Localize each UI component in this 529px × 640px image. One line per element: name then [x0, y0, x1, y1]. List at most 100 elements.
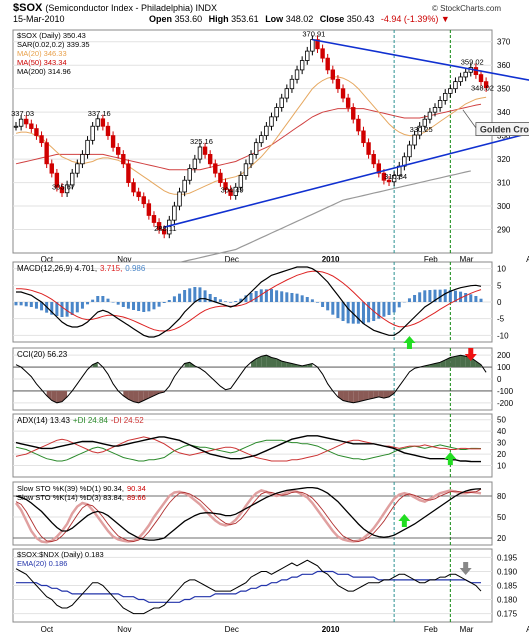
candle-body: [39, 135, 44, 144]
candle-body: [110, 135, 116, 148]
macd-histogram-bar: [121, 302, 125, 307]
macd-histogram-bar: [249, 293, 253, 302]
macd-signal-line: [16, 270, 482, 332]
symbol: $SOX: [13, 2, 43, 14]
macd-histogram-bar: [157, 302, 161, 307]
candle-body: [233, 186, 238, 196]
candle-body: [105, 125, 111, 137]
cci-overbought-fill: [251, 358, 257, 368]
candle-body: [453, 81, 458, 90]
close-label: Close: [319, 14, 345, 24]
candle-body: [177, 191, 182, 207]
macd-histogram-bar: [147, 302, 151, 312]
macd-histogram-bar: [264, 289, 268, 302]
candle-body: [100, 118, 106, 127]
x-axis-label: Apr: [526, 255, 529, 264]
callout-box: [475, 122, 529, 136]
macd-histogram-bar: [132, 302, 136, 310]
high-label: High: [208, 14, 229, 24]
macd-histogram-bar: [341, 302, 345, 321]
candle-body: [172, 205, 177, 221]
ratio-line: [15, 559, 482, 615]
candle-body: [320, 48, 325, 59]
price-panel: 290 300 310 320 330 340 350 360 370 337.03 337.16 3…: [11, 29, 529, 301]
macd-histogram-bar: [423, 290, 427, 302]
adx-legend-part: ADX(14) 13.43: [17, 416, 70, 425]
sto39-k-line: [15, 486, 482, 541]
macd-histogram-bar: [275, 290, 279, 302]
legend-entry: MA(20) 346.33: [17, 49, 67, 58]
candle-body: [264, 125, 269, 137]
sto-legend-part: 89.66: [127, 493, 146, 502]
macd-histogram-bar: [315, 302, 319, 303]
cci-panel: -200 -100 0 100 200 CCI(20) 56.23: [12, 347, 514, 411]
macd-histogram-bar: [418, 292, 422, 302]
macd-histogram-bar: [259, 289, 263, 302]
macd-histogram-bar: [321, 302, 325, 307]
macd-histogram-bar: [244, 295, 248, 302]
candle-body: [207, 154, 213, 165]
candle-body: [151, 215, 157, 223]
cci-oversold-fill: [143, 390, 149, 401]
macd-histogram-bar: [137, 302, 141, 311]
legend-entry: MA(50) 343.34: [17, 58, 67, 67]
x-axis-label: 2010: [322, 255, 340, 264]
candle-body: [85, 139, 90, 155]
candle-body: [417, 125, 422, 136]
macd-histogram-bar: [111, 302, 115, 303]
ratio-tick-label: 0.175: [497, 610, 518, 619]
macd-histogram-bar: [116, 302, 120, 305]
macd-legend-part: 0.986: [125, 264, 146, 273]
price-annotation: 310.34: [384, 172, 407, 181]
change-arrow-icon: ▼: [440, 14, 450, 24]
quote-date: 15-Mar-2010: [13, 14, 65, 24]
macd-histogram-bar: [438, 289, 442, 302]
minus-di-line: [15, 436, 481, 462]
candle-body: [156, 222, 162, 230]
cci-oversold-fill: [56, 390, 62, 403]
macd-histogram-bar: [469, 294, 473, 302]
ma50-line: [15, 103, 482, 171]
macd-histogram-bar: [193, 287, 197, 302]
x-axis-label: Nov: [117, 255, 131, 264]
adx-buy-arrow-icon: [444, 452, 457, 465]
cci-oversold-fill: [123, 390, 129, 400]
candle-body: [351, 107, 356, 120]
macd-histogram-bar: [142, 302, 146, 312]
adx-tick-label: 10: [497, 462, 506, 471]
cci-oversold-fill: [61, 390, 68, 402]
macd-histogram-bar: [106, 298, 110, 302]
macd-panel: -10 -5 0 5 10 MACD(12,26,9) 4.701, 3.715, 0.986: [12, 261, 509, 343]
candle-body: [24, 118, 29, 125]
candle-body: [126, 163, 131, 183]
adx-legend-part: +DI 24.84: [73, 416, 108, 425]
macd-histogram-bar: [86, 302, 90, 305]
candle-body: [325, 57, 330, 71]
close-value: 350.43: [346, 14, 375, 24]
macd-histogram-bar: [407, 298, 411, 302]
candle-body: [345, 97, 351, 108]
x-axis-label: Dec: [225, 255, 239, 264]
macd-histogram-bar: [29, 302, 33, 307]
macd-histogram-bar: [269, 289, 273, 302]
macd-histogram-bar: [464, 293, 468, 302]
macd-histogram-bar: [224, 301, 228, 302]
cci-overbought-fill: [271, 357, 277, 368]
price-tick-label: 330: [497, 132, 511, 141]
cci-overbought-fill: [281, 361, 287, 368]
legend-entry: MA(200) 314.96: [17, 67, 71, 76]
sto-buy-arrow-icon: [398, 514, 411, 527]
callout-leader: [462, 109, 479, 131]
sto-frame: [12, 481, 493, 546]
candle-body: [213, 163, 218, 174]
price-tick-label: 370: [497, 38, 511, 47]
cci-oversold-fill: [373, 390, 379, 399]
candle-body: [407, 144, 412, 158]
macd-histogram-bar: [229, 302, 233, 303]
candle-body: [13, 125, 19, 128]
candle-body: [478, 74, 484, 83]
cci-oversold-fill: [337, 390, 344, 401]
candle-body: [305, 50, 310, 61]
macd-histogram-bar: [305, 297, 309, 302]
